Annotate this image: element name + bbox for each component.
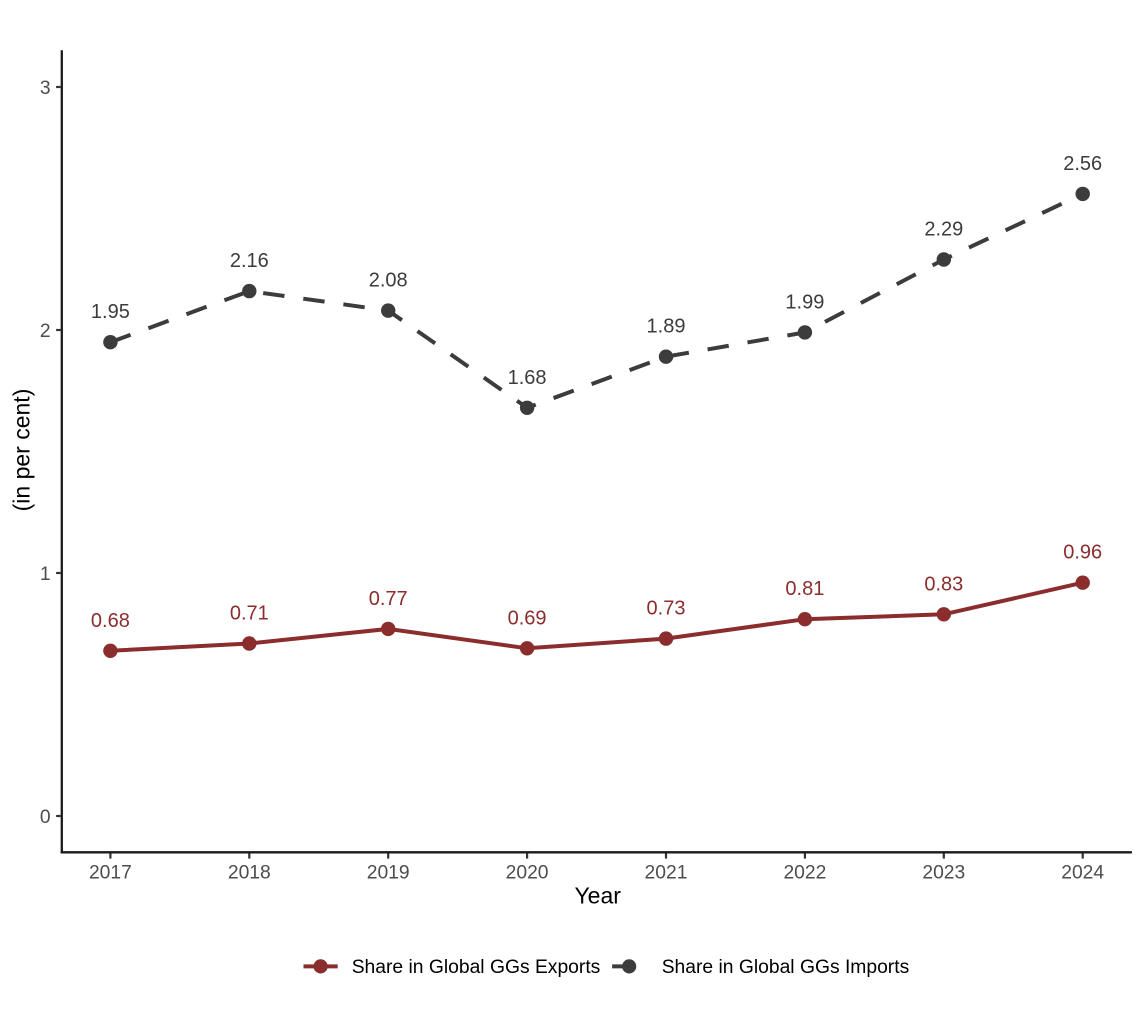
svg-text:0.71: 0.71: [230, 603, 269, 625]
svg-text:2.29: 2.29: [924, 219, 963, 241]
svg-text:1.68: 1.68: [508, 367, 547, 389]
svg-text:2.56: 2.56: [1063, 153, 1102, 175]
svg-text:2022: 2022: [783, 863, 826, 884]
svg-text:3: 3: [40, 78, 51, 99]
svg-text:1.99: 1.99: [785, 291, 824, 313]
svg-text:2024: 2024: [1061, 863, 1104, 884]
svg-text:0.77: 0.77: [369, 588, 408, 610]
svg-text:Share in Global GGs Exports: Share in Global GGs Exports: [352, 957, 601, 978]
svg-text:Year: Year: [574, 882, 621, 908]
svg-text:2.08: 2.08: [369, 270, 408, 292]
svg-text:2: 2: [40, 321, 51, 342]
svg-text:0: 0: [40, 807, 51, 828]
svg-text:1.95: 1.95: [91, 301, 130, 323]
svg-text:2021: 2021: [645, 863, 688, 884]
svg-text:1.89: 1.89: [647, 316, 686, 338]
svg-text:0.96: 0.96: [1063, 542, 1102, 564]
svg-text:2019: 2019: [367, 863, 410, 884]
svg-text:2023: 2023: [922, 863, 965, 884]
svg-text:2017: 2017: [89, 863, 132, 884]
svg-text:0.68: 0.68: [91, 610, 130, 632]
svg-text:(in per cent): (in per cent): [9, 389, 35, 512]
svg-text:2.16: 2.16: [230, 250, 269, 272]
svg-text:2020: 2020: [506, 863, 549, 884]
svg-text:0.73: 0.73: [647, 598, 686, 620]
svg-text:2018: 2018: [228, 863, 271, 884]
svg-text:Share in Global GGs Imports: Share in Global GGs Imports: [662, 957, 910, 978]
svg-text:0.81: 0.81: [785, 578, 824, 600]
svg-text:0.69: 0.69: [508, 607, 547, 629]
svg-text:0.83: 0.83: [924, 573, 963, 595]
svg-text:1: 1: [40, 564, 51, 585]
